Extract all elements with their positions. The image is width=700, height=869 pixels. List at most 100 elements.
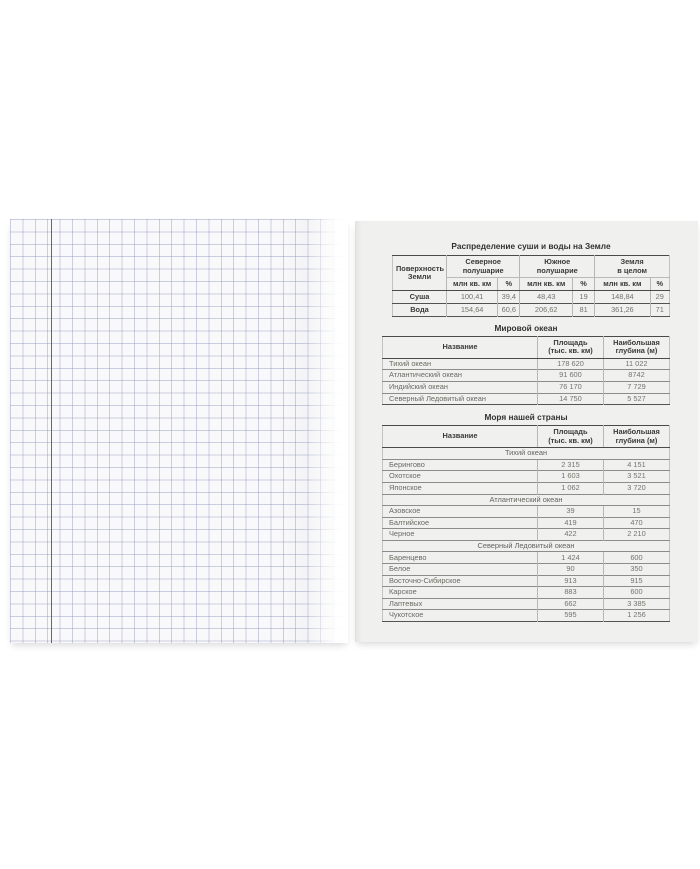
value-cell: 1 424 <box>536 551 604 564</box>
section-name-cell: Атлантический океан <box>382 493 670 506</box>
value-cell: 148,84 <box>594 290 651 304</box>
value-cell: 81 <box>572 302 595 317</box>
header-row: Название Площадь (тыс. кв. км) Наибольша… <box>382 425 670 449</box>
table-row: Азовское 39 15 <box>382 505 670 518</box>
tables-content: Распределение суши и воды на Земле Повер… <box>355 221 670 623</box>
notebook-spread: Распределение суши и воды на Земле Повер… <box>10 219 698 646</box>
value-cell: 2 210 <box>602 528 670 541</box>
name-cell: Атлантический океан <box>382 369 538 382</box>
value-cell: 11 022 <box>602 358 670 370</box>
table-row: Индийский океан 76 170 7 729 <box>382 380 670 394</box>
table-row: Черное 422 2 210 <box>382 528 670 541</box>
header-cell: Площадь (тыс. кв. км) <box>536 336 604 359</box>
seas-table-title: Моря нашей страны <box>484 412 568 423</box>
left-page-grid-paper <box>10 219 348 643</box>
value-cell: 5 527 <box>602 392 670 405</box>
row-label-cell: Вода <box>392 302 447 317</box>
value-cell: 15 <box>602 505 670 518</box>
unit-header-cell: % <box>649 277 670 291</box>
table-row: Атлантический океан 91 600 8742 <box>382 369 670 382</box>
value-cell: 422 <box>536 528 604 541</box>
name-cell: Индийский океан <box>382 380 538 394</box>
table-row: Японское 1 062 3 720 <box>382 481 670 494</box>
name-cell: Берингово <box>382 458 538 471</box>
value-cell: 100,41 <box>445 290 498 304</box>
row-label-cell: Суша <box>409 291 430 301</box>
group-header-cell: Земля в целом <box>594 255 670 278</box>
world-ocean-table: Название Площадь (тыс. кв. км) Наибольша… <box>382 335 670 406</box>
value-cell: 600 <box>602 586 670 599</box>
value-cell: 48,43 <box>519 290 573 304</box>
section-row: Атлантический океан <box>382 493 670 506</box>
table-row: Суша 100,41 39,4 48,43 19 148,84 29 <box>393 290 670 304</box>
section-row: Тихий океан <box>383 448 670 460</box>
name-cell: Лаптевых <box>382 597 538 610</box>
name-cell: Карское <box>382 586 538 599</box>
land-water-distribution-table: Поверхность Земли Северное полушарие Южн… <box>392 255 670 317</box>
unit-header-cell: млн кв. км <box>594 277 651 291</box>
header-cell: Наибольшая глубина (м) <box>602 425 670 449</box>
unit-header-cell: % <box>572 277 595 291</box>
value-cell: 19 <box>572 290 595 304</box>
name-cell: Азовское <box>382 505 538 518</box>
header-cell: Название <box>382 336 538 359</box>
group-header-cell: Южное полушарие <box>519 255 595 278</box>
seas-table: Название Площадь (тыс. кв. км) Наибольша… <box>382 425 670 623</box>
name-cell: Чукотское <box>382 609 538 622</box>
name-cell: Охотское <box>382 470 538 483</box>
margin-line <box>51 219 52 643</box>
table-row: Вода 154,64 60,6 206,62 81 361,26 71 <box>392 302 670 317</box>
table-row: Карское 883 600 <box>382 586 670 599</box>
value-cell: 71 <box>649 302 670 317</box>
value-cell: 915 <box>602 574 670 587</box>
value-cell: 361,26 <box>594 302 651 317</box>
table-row: Берингово 2 315 4 151 <box>382 458 670 471</box>
value-cell: 2 315 <box>536 458 604 471</box>
name-cell: Тихий океан <box>389 358 432 368</box>
value-cell: 883 <box>536 586 604 599</box>
unit-header-cell: млн кв. км <box>445 277 498 291</box>
value-cell: 154,64 <box>445 302 498 317</box>
world-ocean-block: Мировой океан Название Площадь (тыс. кв.… <box>382 323 670 406</box>
distribution-block: Распределение суши и воды на Земле Повер… <box>382 241 670 317</box>
corner-header-cell: Поверхность Земли <box>392 255 447 291</box>
distribution-table-title: Распределение суши и воды на Земле <box>451 241 611 251</box>
value-cell: 1 256 <box>602 609 670 622</box>
value-cell: 90 <box>536 563 604 576</box>
name-cell: Белое <box>382 563 538 576</box>
value-cell: 1 603 <box>536 470 604 483</box>
section-name-cell: Северный Ледовитый океан <box>382 539 670 552</box>
value-cell: 29 <box>649 290 670 304</box>
value-cell: 8742 <box>602 369 670 382</box>
value-cell: 3 521 <box>602 470 670 483</box>
units-header-row: млн кв. км % млн кв. км % млн кв. км % <box>393 277 670 291</box>
section-row: Северный Ледовитый океан <box>382 539 670 552</box>
value-cell: 7 729 <box>602 380 670 394</box>
value-cell: 39,4 <box>497 290 520 304</box>
value-cell: 1 062 <box>536 481 604 494</box>
unit-header-cell: % <box>497 277 520 291</box>
value-cell: 76 170 <box>536 380 604 394</box>
table-row: Восточно-Сибирское 913 915 <box>382 574 670 587</box>
header-cell: Название <box>382 425 538 449</box>
value-cell: 60,6 <box>497 302 520 317</box>
table-row: Тихий океан 178 620 11 022 <box>383 358 670 370</box>
table-row: Лаптевых 662 3 385 <box>382 597 670 610</box>
name-cell: Балтийское <box>382 516 538 529</box>
value-cell: 178 620 <box>536 358 604 370</box>
value-cell: 14 750 <box>536 392 604 405</box>
value-cell: 470 <box>602 516 670 529</box>
header-row: Название Площадь (тыс. кв. км) Наибольша… <box>382 336 670 359</box>
value-cell: 3 720 <box>602 481 670 494</box>
table-row: Белое 90 350 <box>382 563 670 576</box>
header-cell: Площадь (тыс. кв. км) <box>536 425 604 449</box>
value-cell: 39 <box>536 505 604 518</box>
group-header-row: Поверхность Земли Северное полушарие Южн… <box>392 255 670 291</box>
table-row: Северный Ледовитый океан 14 750 5 527 <box>382 392 670 405</box>
value-cell: 206,62 <box>519 302 573 317</box>
value-cell: 4 151 <box>602 458 670 471</box>
value-cell: 662 <box>536 597 604 610</box>
right-page-reference-tables: Распределение суши и воды на Земле Повер… <box>355 221 698 642</box>
table-row: Охотское 1 603 3 521 <box>382 470 670 483</box>
name-cell: Северный Ледовитый океан <box>382 392 538 405</box>
